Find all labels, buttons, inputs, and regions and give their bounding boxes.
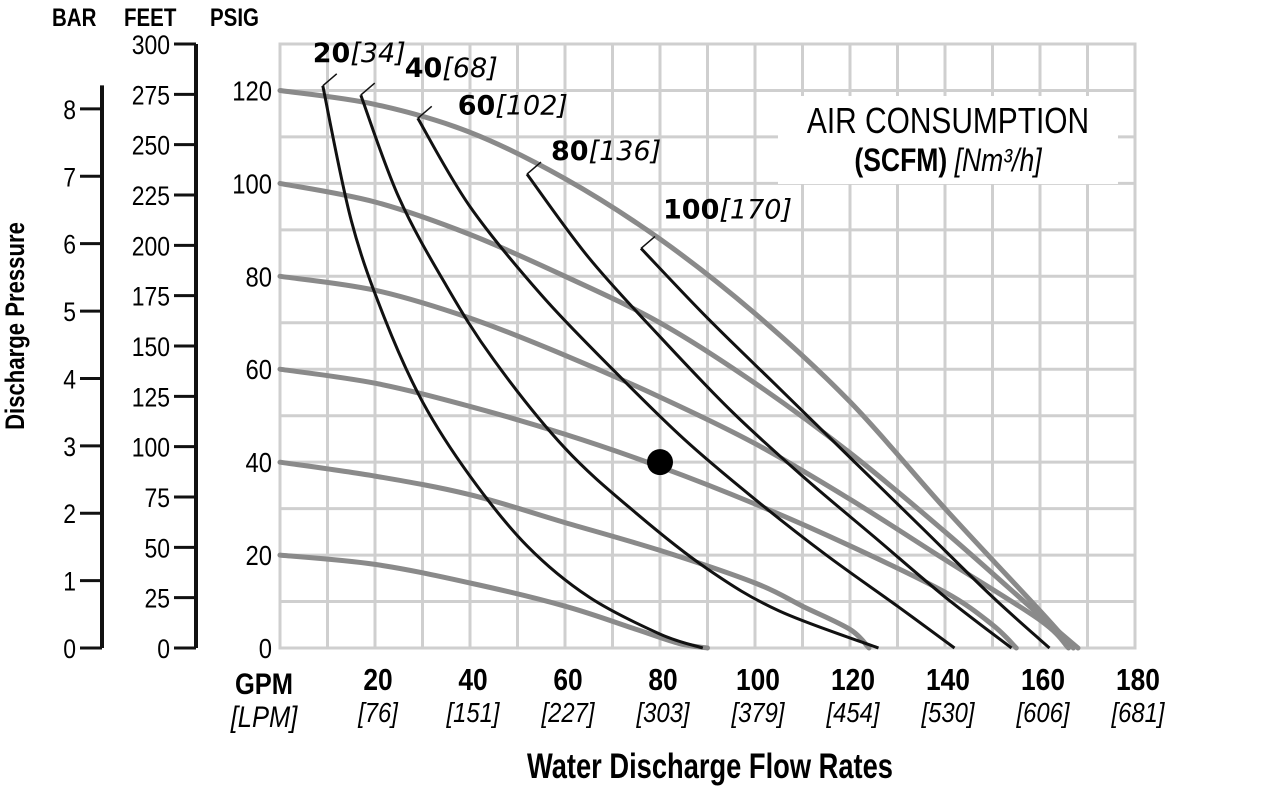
air-label-leader-40 — [360, 82, 376, 96]
feet-tick-label: 75 — [144, 483, 170, 513]
feet-tick-label: 200 — [132, 232, 170, 262]
inlet-pressure-curve-5 — [277, 459, 872, 651]
y-unit-psig: PSIG — [210, 3, 259, 31]
feet-tick-label: 0 — [157, 634, 170, 664]
bar-tick-label: 1 — [63, 567, 76, 597]
bar-tick-label: 3 — [63, 432, 76, 462]
inlet-pressure-curve-4 — [277, 366, 1019, 651]
feet-tick-label: 275 — [132, 81, 170, 111]
air-consumption-curve-40 — [359, 94, 880, 650]
feet-tick-label: 225 — [132, 181, 170, 211]
feet-tick-label: 125 — [132, 383, 170, 413]
bar-tick-label: 7 — [63, 163, 76, 193]
air-label-leader-60 — [417, 105, 433, 119]
air-consumption-curve-20 — [321, 85, 704, 650]
x-tick-label: 100 — [736, 663, 780, 697]
air-consumption-label-80: 80[136] — [551, 136, 661, 167]
x-tick-label: 40 — [458, 663, 487, 697]
inlet-pressure-curve-1 — [277, 88, 1076, 651]
legend-background — [778, 96, 1118, 184]
air-consumption-label-value: 40 — [405, 53, 443, 84]
air-consumption-label-value: 100 — [663, 194, 719, 225]
legend-subtitle: (SCFM) [Nm³/h] — [854, 143, 1042, 179]
feet-tick-label: 150 — [132, 332, 170, 362]
x-tick-label: 120 — [831, 663, 875, 697]
psig-tick-label: 100 — [232, 168, 272, 200]
inlet-pressure-curves — [277, 88, 1081, 651]
feet-tick-label: 25 — [144, 584, 170, 614]
air-consumption-label-60: 60[102] — [458, 90, 568, 121]
psig-tick-label: 40 — [246, 446, 272, 478]
air-label-leader-80 — [526, 161, 542, 175]
inlet-pressure-curve-6 — [277, 552, 710, 651]
x-tick-label-lpm: [303] — [636, 696, 691, 728]
psig-tick-label: 60 — [246, 353, 272, 385]
x-tick-label: 20 — [363, 663, 392, 697]
bar-tick-label: 6 — [63, 230, 76, 260]
x-tick-label-lpm: [454] — [826, 696, 881, 728]
air-consumption-label-40: 40[68] — [405, 53, 498, 84]
y-unit-bar: BAR — [52, 3, 97, 31]
inlet-pressure-curve-2 — [277, 180, 1081, 651]
x-tick-label: 80 — [648, 663, 677, 697]
psig-tick-label: 0 — [259, 632, 272, 664]
bar-tick-label: 2 — [63, 500, 76, 530]
air-consumption-label-metric: [170] — [719, 194, 792, 225]
air-consumption-curves: 20[34]40[68] 60[102] 80[136]100[170] — [313, 38, 1051, 650]
air-consumption-label-metric: [68] — [442, 53, 497, 84]
x-tick-label-lpm: [379] — [731, 696, 786, 728]
legend-title: AIR CONSUMPTION — [807, 101, 1089, 141]
x-tick-label-lpm: [606] — [1016, 696, 1071, 728]
x-tick-label-lpm: [227] — [541, 696, 596, 728]
axes: 0204060801001200255075100125150175200225… — [63, 30, 1165, 728]
x-axis-title: Water Discharge Flow Rates — [527, 747, 893, 786]
x-unit-secondary: [LPM] — [230, 700, 299, 733]
feet-tick-label: 50 — [144, 534, 170, 564]
air-consumption-label-value: 20 — [313, 38, 351, 69]
x-tick-label-lpm: [151] — [446, 696, 501, 728]
air-consumption-curve-80 — [525, 173, 1013, 650]
y-axis-title: Discharge Pressure — [1, 222, 31, 430]
air-consumption-label-metric: [102] — [495, 90, 568, 121]
feet-tick-label: 175 — [132, 282, 170, 312]
bar-tick-label: 8 — [63, 95, 76, 125]
psig-tick-label: 80 — [246, 260, 272, 292]
psig-tick-label: 20 — [246, 539, 272, 571]
air-consumption-label-value: 60 — [458, 90, 496, 121]
air-consumption-label-metric: [34] — [350, 38, 405, 69]
air-consumption-curve-60 — [416, 117, 956, 650]
legend-subtitle-italic: [Nm³/h] — [954, 143, 1043, 179]
legend-subtitle-bold: (SCFM) — [854, 143, 947, 179]
x-tick-label-lpm: [681] — [1111, 696, 1166, 728]
air-consumption-label-100: 100[170] — [663, 194, 792, 225]
x-tick-label: 140 — [926, 663, 970, 697]
air-consumption-curve-100 — [639, 247, 1051, 650]
y-unit-feet: FEET — [124, 3, 176, 31]
x-tick-label-lpm: [530] — [921, 696, 976, 728]
air-label-leader-20 — [322, 73, 338, 87]
labels: BAR FEET PSIG Discharge Pressure GPM [LP… — [1, 3, 1118, 786]
feet-tick-label: 250 — [132, 131, 170, 161]
feet-tick-label: 300 — [132, 30, 170, 60]
x-tick-label-lpm: [76] — [357, 696, 398, 728]
air-consumption-label-value: 80 — [551, 136, 589, 167]
x-tick-label: 160 — [1021, 663, 1065, 697]
operating-point-layer — [647, 449, 673, 476]
x-unit-primary: GPM — [235, 667, 293, 700]
bar-tick-label: 4 — [63, 365, 76, 395]
operating-point-dot — [647, 449, 673, 476]
bar-tick-label: 5 — [63, 297, 76, 327]
bar-tick-label: 0 — [63, 634, 76, 664]
air-consumption-label-metric: [136] — [589, 136, 662, 167]
psig-tick-label: 120 — [232, 75, 272, 107]
air-consumption-label-20: 20[34] — [313, 38, 406, 69]
x-tick-label: 180 — [1116, 663, 1160, 697]
x-tick-label: 60 — [553, 663, 582, 697]
feet-tick-label: 100 — [132, 433, 170, 463]
air-label-leader-100 — [640, 235, 656, 250]
